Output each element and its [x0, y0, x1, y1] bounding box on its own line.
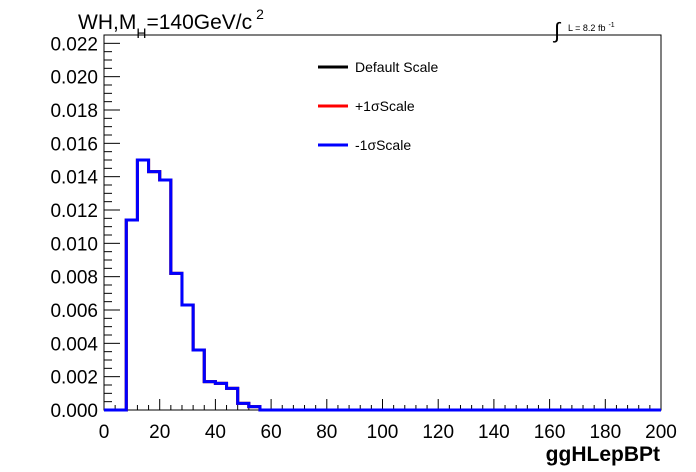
x-tick-label: 20 [149, 422, 170, 443]
y-tick-label: 0.016 [50, 134, 98, 155]
integral-symbol: ∫ [552, 18, 562, 43]
y-tick-label: 0.012 [50, 201, 98, 222]
luminosity-text: L = 8.2 fb [568, 23, 605, 33]
title-superscript: 2 [256, 6, 264, 22]
y-tick-label: 0.006 [50, 301, 98, 322]
y-tick-label: 0.010 [50, 234, 98, 255]
chart-title: WH,MH=140GeV/c 2 [78, 6, 264, 41]
legend: Default Scale +1σScale -1σScale [318, 59, 438, 153]
x-tick-label: 120 [422, 422, 454, 443]
x-tick-label: 40 [205, 422, 226, 443]
y-tick-label: 0.000 [50, 401, 98, 422]
x-tick-label: 80 [316, 422, 337, 443]
x-tick-label: 180 [589, 422, 621, 443]
series-line-1-scale [104, 158, 661, 412]
series-line-default-scale [104, 158, 661, 412]
x-tick-label: 0 [99, 422, 110, 443]
x-tick-label: 200 [645, 422, 677, 443]
legend-label-minus1sigma: -1σScale [355, 137, 411, 153]
y-tick-label: 0.014 [50, 168, 98, 189]
x-tick-label: 100 [367, 422, 399, 443]
series-line-1-scale [104, 158, 661, 412]
title-main: WH,M [78, 11, 136, 34]
x-axis-title: ggHLepBPt [546, 443, 660, 466]
axis-ticks: 0 20 40 60 80 100 120 140 160 180 200 0.000 0.002 0.0… [50, 34, 676, 443]
series-layer [104, 158, 661, 412]
x-tick-label: 160 [534, 422, 566, 443]
legend-label-default: Default Scale [355, 59, 438, 75]
plot-frame [103, 34, 662, 411]
x-tick-label: 140 [478, 422, 510, 443]
y-tick-label: 0.018 [50, 101, 98, 122]
luminosity-superscript: -1 [608, 22, 614, 29]
title-rest: =140GeV/c [146, 11, 252, 34]
x-tick-label: 60 [261, 422, 282, 443]
y-tick-label: 0.020 [50, 68, 98, 89]
y-tick-label: 0.004 [50, 334, 98, 355]
luminosity-label: L = 8.2 fb -1 [568, 22, 615, 33]
legend-label-plus1sigma: +1σScale [355, 98, 415, 114]
y-tick-label: 0.008 [50, 268, 98, 289]
title-subscript: H [136, 25, 146, 41]
y-tick-label: 0.022 [50, 34, 98, 55]
y-tick-label: 0.002 [50, 368, 98, 389]
